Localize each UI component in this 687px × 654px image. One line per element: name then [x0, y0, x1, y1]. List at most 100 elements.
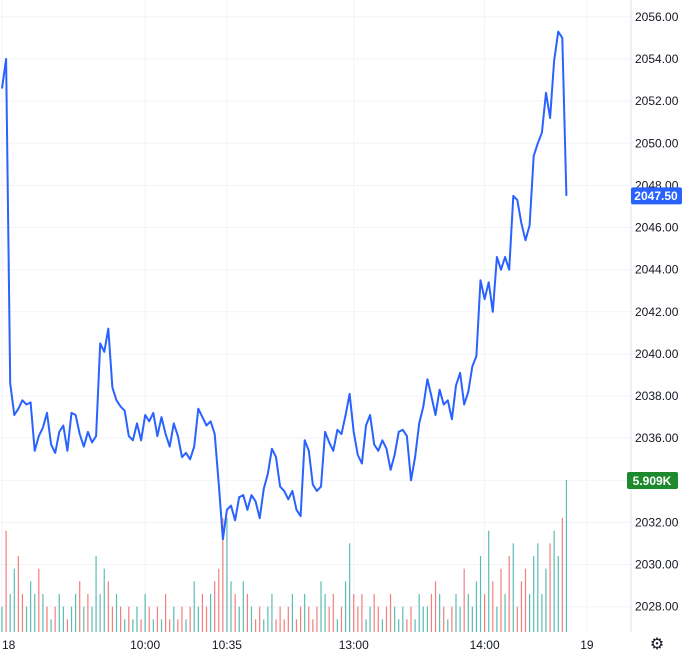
- y-tick-label: 2038.00: [635, 389, 679, 403]
- volume-bar-up: [30, 581, 32, 632]
- volume-bar-down: [201, 594, 204, 632]
- volume-bar-down: [46, 606, 48, 632]
- y-tick-label: 2036.00: [635, 431, 679, 445]
- volume-bar-up: [414, 619, 416, 632]
- volume-bar-up: [193, 581, 195, 632]
- volume-bar-up: [381, 619, 383, 632]
- volume-bar-up: [349, 543, 351, 632]
- volume-bar-up: [103, 568, 105, 632]
- volume-bar-up: [132, 619, 134, 632]
- volume-bar-up: [267, 606, 269, 632]
- volume-bar-down: [218, 568, 220, 632]
- volume-bar-down: [328, 606, 330, 632]
- volume-bar-down: [385, 606, 388, 632]
- last-price-badge: 2047.50: [631, 187, 682, 205]
- price-line: [1, 30, 568, 541]
- volume-bar-up: [365, 619, 367, 632]
- volume-bar-down: [549, 543, 551, 632]
- y-tick-label: 2056.00: [635, 10, 679, 24]
- volume-bar-down: [312, 619, 314, 632]
- gear-icon[interactable]: ⚙: [649, 636, 665, 653]
- volume-bar-up: [459, 606, 461, 632]
- x-tick-label: 18: [2, 638, 16, 652]
- y-tick-label: 2032.00: [635, 515, 679, 529]
- volume-bar-up: [565, 480, 568, 632]
- volume-bar-up: [83, 606, 85, 632]
- volume-bar-up: [479, 556, 482, 632]
- volume-bar-up: [58, 594, 60, 632]
- x-tick-label: 10:00: [130, 638, 160, 652]
- volume-bar-up: [369, 606, 371, 632]
- volume-bar-up: [422, 606, 424, 632]
- volume-bar-down: [259, 606, 261, 632]
- volume-bar-down: [524, 568, 527, 632]
- volume-bar-up: [62, 606, 64, 632]
- volume-bar-up: [447, 619, 449, 632]
- time-axis[interactable]: 18 10:00 10:35 13:00 14:00 19: [2, 638, 594, 652]
- volume-bar-up: [250, 606, 253, 632]
- volume-bar-down: [111, 606, 114, 632]
- y-tick-label: 2028.00: [635, 600, 679, 614]
- volume-bar-up: [238, 606, 240, 632]
- volume-bar-down: [169, 619, 171, 632]
- volume-bar-up: [70, 606, 73, 632]
- volume-bar-up: [91, 606, 93, 632]
- x-tick-label: 19: [580, 638, 594, 652]
- volume-bar-down: [17, 556, 19, 632]
- volume-bar-up: [504, 594, 506, 632]
- volume-badge: 5.909K: [627, 472, 678, 489]
- volume-bar-up: [455, 594, 457, 632]
- volume-bar-down: [389, 594, 392, 632]
- volume-bar-down: [128, 606, 130, 632]
- volume-bar-up: [99, 594, 101, 632]
- volume-bar-down: [406, 619, 408, 632]
- volume-bar-down: [148, 606, 150, 632]
- volume-bar-up: [402, 606, 404, 632]
- volume-bar-down: [484, 594, 486, 632]
- volume-bar-down: [189, 606, 191, 632]
- volume-bar-down: [140, 619, 142, 632]
- volume-bar-up: [263, 619, 265, 632]
- y-tick-label: 2050.00: [635, 136, 679, 150]
- volume-bar-up: [230, 581, 232, 632]
- volume-bar-down: [561, 518, 563, 632]
- volume-bar-down: [246, 594, 248, 632]
- volume-bar-down: [214, 581, 216, 632]
- price-axis[interactable]: 2056.002054.002052.002050.002048.002046.…: [635, 10, 679, 614]
- volume-bar-down: [308, 606, 310, 632]
- volume-bar-down: [120, 606, 122, 632]
- volume-bar-down: [520, 581, 523, 632]
- volume-bar-down: [165, 594, 167, 632]
- volume-bar-up: [160, 619, 163, 632]
- volume-bar-up: [533, 556, 535, 632]
- volume-bar-down: [451, 606, 453, 632]
- volume-bar-up: [541, 594, 543, 632]
- volume-bar-down: [340, 606, 343, 632]
- volume-bar-up: [152, 619, 154, 632]
- volume-bar-up: [537, 543, 539, 632]
- volume-bar-down: [66, 619, 69, 632]
- volume-bar-down: [463, 568, 465, 632]
- volume-bar-up: [242, 581, 244, 632]
- volume-bar-up: [439, 594, 441, 632]
- volume-bar-down: [516, 606, 518, 632]
- volume-bar-up: [42, 594, 44, 632]
- volume-bar-down: [283, 619, 285, 632]
- volume-bar-up: [271, 594, 273, 632]
- y-tick-label: 2040.00: [635, 347, 679, 361]
- volume-bar-up: [344, 581, 347, 632]
- volume-bar-up: [13, 568, 15, 632]
- grid-lines: [0, 0, 631, 632]
- volume-bar-down: [222, 518, 224, 632]
- volume-bar-down: [275, 619, 277, 632]
- y-tick-label: 2052.00: [635, 94, 679, 108]
- volume-bar-down: [38, 568, 40, 632]
- volume-bar-up: [471, 606, 473, 632]
- volume-bar-down: [434, 581, 437, 632]
- x-tick-label: 10:35: [212, 638, 242, 652]
- volume-bar-down: [299, 606, 302, 632]
- volume-bar-down: [79, 581, 81, 632]
- volume-bar-down: [5, 530, 7, 632]
- volume-bar-down: [508, 556, 510, 632]
